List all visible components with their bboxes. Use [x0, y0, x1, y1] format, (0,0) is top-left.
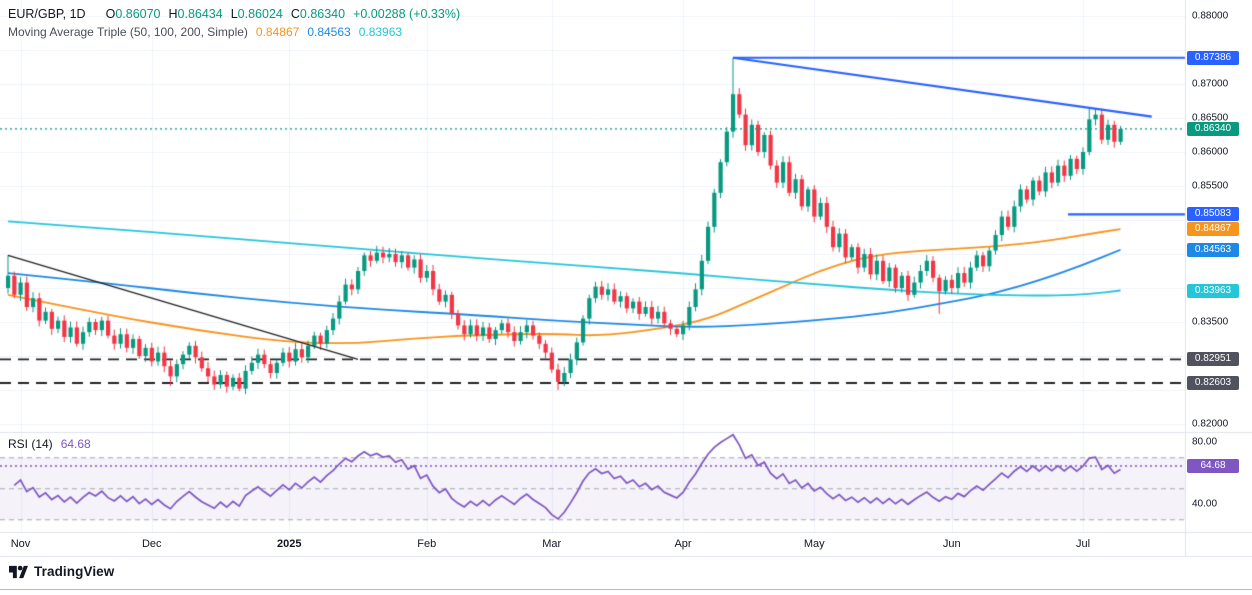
- tradingview-brand-text: TradingView: [34, 564, 115, 579]
- time-axis-label-dec: Dec: [141, 538, 162, 550]
- price-tick-label: 0.86000: [1192, 146, 1229, 158]
- time-axis-label-jun: Jun: [942, 538, 961, 550]
- tradingview-logo-icon: [9, 565, 28, 579]
- indicator-legend: Moving Average Triple (50, 100, 200, Sim…: [8, 25, 402, 39]
- ohlc-high-value: 0.86434: [177, 7, 223, 21]
- price-level-badge[interactable]: 0.84867: [1187, 222, 1239, 237]
- price-level-badge[interactable]: 0.82603: [1187, 375, 1239, 390]
- tradingview-attribution[interactable]: TradingView: [9, 564, 114, 579]
- ohlc-close-value: 0.86340: [299, 7, 346, 21]
- rsi-value-badge[interactable]: 64.68: [1187, 459, 1239, 473]
- price-level-badge[interactable]: 0.82951: [1187, 352, 1239, 367]
- indicator-name[interactable]: Moving Average Triple (50, 100, 200, Sim…: [8, 25, 248, 39]
- price-tick-label: 0.85500: [1192, 180, 1229, 192]
- price-level-badge[interactable]: 0.84563: [1187, 242, 1239, 257]
- price-tick-label: 0.87000: [1192, 78, 1229, 90]
- time-axis-label-apr: Apr: [674, 538, 692, 550]
- time-axis-label-feb: Feb: [417, 538, 437, 550]
- bottom-divider: [0, 589, 1252, 590]
- ma50-value: 0.84867: [255, 25, 300, 39]
- rsi-tick-label: 80.00: [1192, 436, 1218, 448]
- price-level-badge[interactable]: 0.85083: [1187, 207, 1239, 222]
- price-level-badge[interactable]: 0.87386: [1187, 50, 1239, 65]
- ohlc-open-label: O: [105, 7, 116, 21]
- time-axis-label-may: May: [803, 538, 825, 550]
- ohlc-low-value: 0.86024: [237, 7, 283, 21]
- time-axis-label-nov: Nov: [10, 538, 31, 550]
- price-tick-label: 0.86500: [1192, 112, 1229, 124]
- rsi-tick-label: 40.00: [1192, 498, 1218, 510]
- ohlc-low-label: L: [230, 7, 238, 21]
- rsi-indicator-name[interactable]: RSI (14): [8, 437, 53, 451]
- time-axis-label-mar: Mar: [542, 538, 562, 550]
- price-level-badge[interactable]: 0.83963: [1187, 283, 1239, 298]
- rsi-legend: RSI (14) 64.68: [8, 437, 91, 451]
- ma100-value: 0.84563: [307, 25, 351, 39]
- rsi-current-value: 64.68: [60, 437, 91, 451]
- price-change: +0.00288 (+0.33%): [353, 7, 461, 21]
- time-axis-label-jul: Jul: [1075, 538, 1091, 550]
- ohlc-close-label: C: [290, 7, 300, 21]
- time-axis[interactable]: Nov Dec 2025 Feb Mar Apr May Jun Jul: [0, 532, 1185, 556]
- chart-legend: EUR/GBP, 1D O0.86070 H0.86434 L0.86024 C0.86…: [8, 7, 460, 21]
- price-level-badge[interactable]: 0.86340: [1187, 121, 1239, 136]
- ohlc-high-label: H: [168, 7, 178, 21]
- price-axis[interactable]: 0.88000 0.87000 0.86500 0.86000 0.85500 0.835…: [1185, 0, 1252, 556]
- price-tick-label: 0.82000: [1192, 418, 1229, 430]
- time-axis-label-2025: 2025: [277, 538, 302, 550]
- price-tick-label: 0.88000: [1192, 10, 1229, 22]
- ohlc-open-value: 0.86070: [115, 7, 161, 21]
- symbol-title[interactable]: EUR/GBP, 1D: [8, 7, 86, 21]
- price-tick-label: 0.83500: [1192, 316, 1229, 328]
- ma200-value: 0.83963: [358, 25, 403, 39]
